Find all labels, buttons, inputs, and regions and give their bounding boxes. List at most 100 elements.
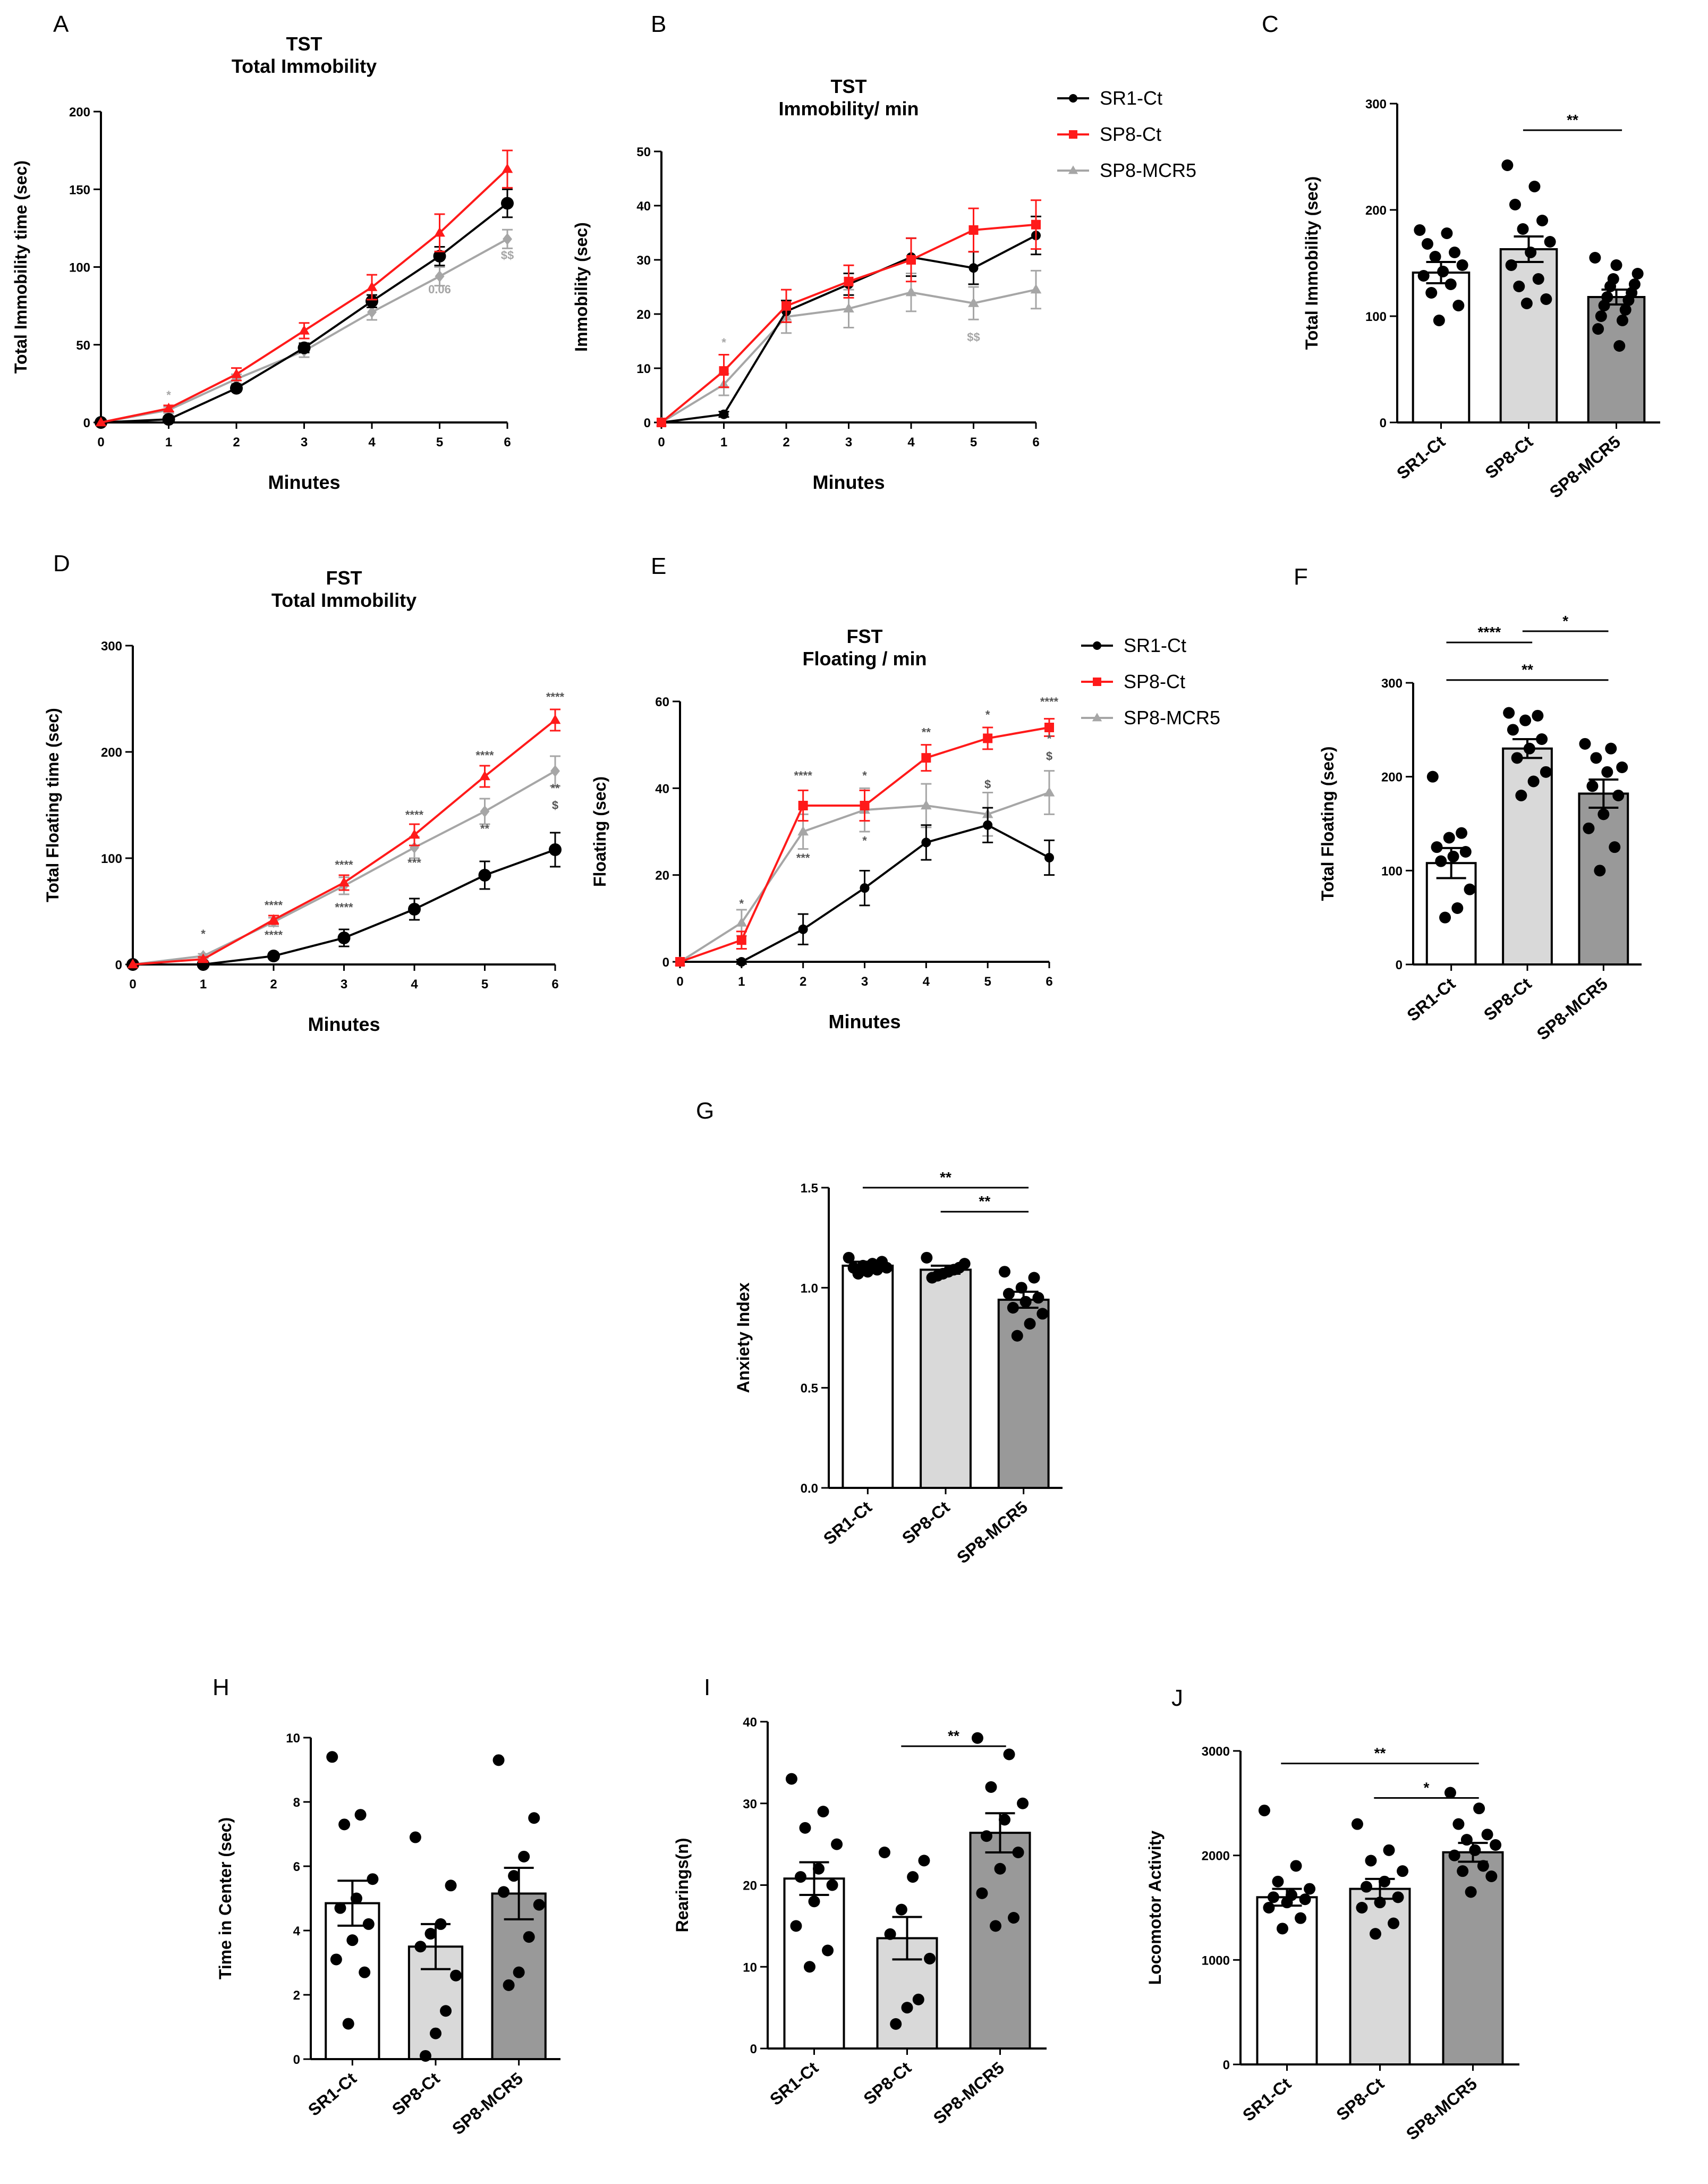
x-tick-label: 0 [658,435,665,450]
data-point [1595,310,1607,322]
data-point [826,1879,838,1891]
annotation: **** [405,808,424,822]
data-point [1610,259,1622,271]
data-point [808,1895,820,1908]
data-point [1586,780,1599,792]
y-tick-label: 0 [750,2042,757,2056]
y-tick-label: 60 [655,695,669,709]
data-point [1532,273,1544,285]
data-point [409,1831,421,1843]
data-point [912,1993,924,2005]
panel-letter: G [696,1098,714,1124]
annotation: * [1047,732,1052,746]
data-point [1421,238,1433,250]
y-tick-label: 6 [293,1860,300,1874]
data-point [1019,1296,1032,1308]
annotation: * [740,897,744,910]
x-tick-label: 3 [861,975,868,989]
data-point [367,306,377,318]
annotation: **** [265,899,283,912]
panel-title: Total Immobility [271,589,417,611]
data-point [1032,1292,1044,1304]
annotation: $ [1046,749,1052,763]
y-tick-label: 50 [636,145,651,159]
data-point [410,841,419,854]
data-point [905,286,917,297]
bar [1499,248,1558,424]
data-point [736,917,747,927]
data-point [231,368,242,378]
data-point [1525,247,1537,258]
data-point [1451,902,1464,914]
data-point [1425,287,1438,299]
data-point [478,869,491,882]
y-tick-label: 0 [1380,416,1387,430]
annotation: **** [335,901,353,914]
category-label: SP8-Ct [860,2058,915,2109]
annotation: **** [1040,695,1059,708]
y-tick-label: 200 [1365,204,1387,218]
data-point [1601,766,1613,778]
panel-title: Total Immobility [232,55,377,77]
legend-marker [1093,678,1101,686]
x-tick-label: 4 [923,975,930,989]
data-point [440,2005,452,2017]
y-tick-label: 0 [293,2053,300,2067]
data-point [359,1966,371,1978]
data-point [1609,841,1621,853]
y-axis-label: Total Immobility (sec) [1302,176,1321,350]
category-label: SR1-Ct [820,1497,876,1548]
data-point [985,1781,997,1793]
annotation: * [862,769,867,782]
data-point [549,843,562,856]
data-point [1473,1802,1485,1815]
x-tick-label: 3 [845,435,852,450]
panel-letter: H [213,1674,230,1700]
data-point [435,270,445,283]
data-point [1433,315,1445,326]
data-point [798,924,808,934]
data-point [1295,1912,1307,1924]
category-label: SR1-Ct [1393,432,1449,483]
data-point [367,1873,379,1885]
y-tick-label: 4 [293,1924,301,1938]
y-tick-label: 100 [1365,310,1387,324]
data-point [1369,1928,1381,1940]
y-tick-label: 20 [636,308,651,322]
data-point [1044,723,1054,732]
data-point [503,1979,515,1991]
panel-letter: J [1171,1685,1183,1711]
y-tick-label: 300 [101,639,122,654]
data-point [550,765,560,777]
y-tick-label: 150 [69,183,90,197]
data-point [794,1871,806,1883]
bar [1256,1896,1318,2066]
data-point [1011,1330,1023,1342]
data-point [1267,1891,1279,1903]
data-point [409,829,420,839]
category-label: SR1-Ct [1239,2074,1295,2125]
bar [1442,1851,1504,2066]
significance-label: ** [940,1169,951,1186]
legend-label: SR1-Ct [1124,634,1186,656]
data-point [852,1267,864,1280]
data-point [330,1953,342,1966]
data-point [881,1262,893,1274]
y-tick-label: 40 [743,1715,757,1730]
y-tick-label: 0 [83,416,90,430]
legend-marker [1093,641,1101,650]
data-point [408,903,421,916]
data-point [860,801,870,810]
data-point [1299,1893,1311,1906]
category-label: SP8-MCR5 [1403,2074,1481,2144]
data-point [878,1847,890,1858]
data-point [906,255,916,265]
data-point [844,276,854,286]
panel-j: J 0 1000 2000 3000 Locomotor Activity SR1-Ct SP… [1145,1685,1519,2144]
y-tick-label: 20 [655,869,669,883]
data-point [1012,1847,1024,1858]
data-point [921,1251,933,1264]
category-label: SR1-Ct [304,2069,360,2120]
annotation: $ [552,799,558,812]
